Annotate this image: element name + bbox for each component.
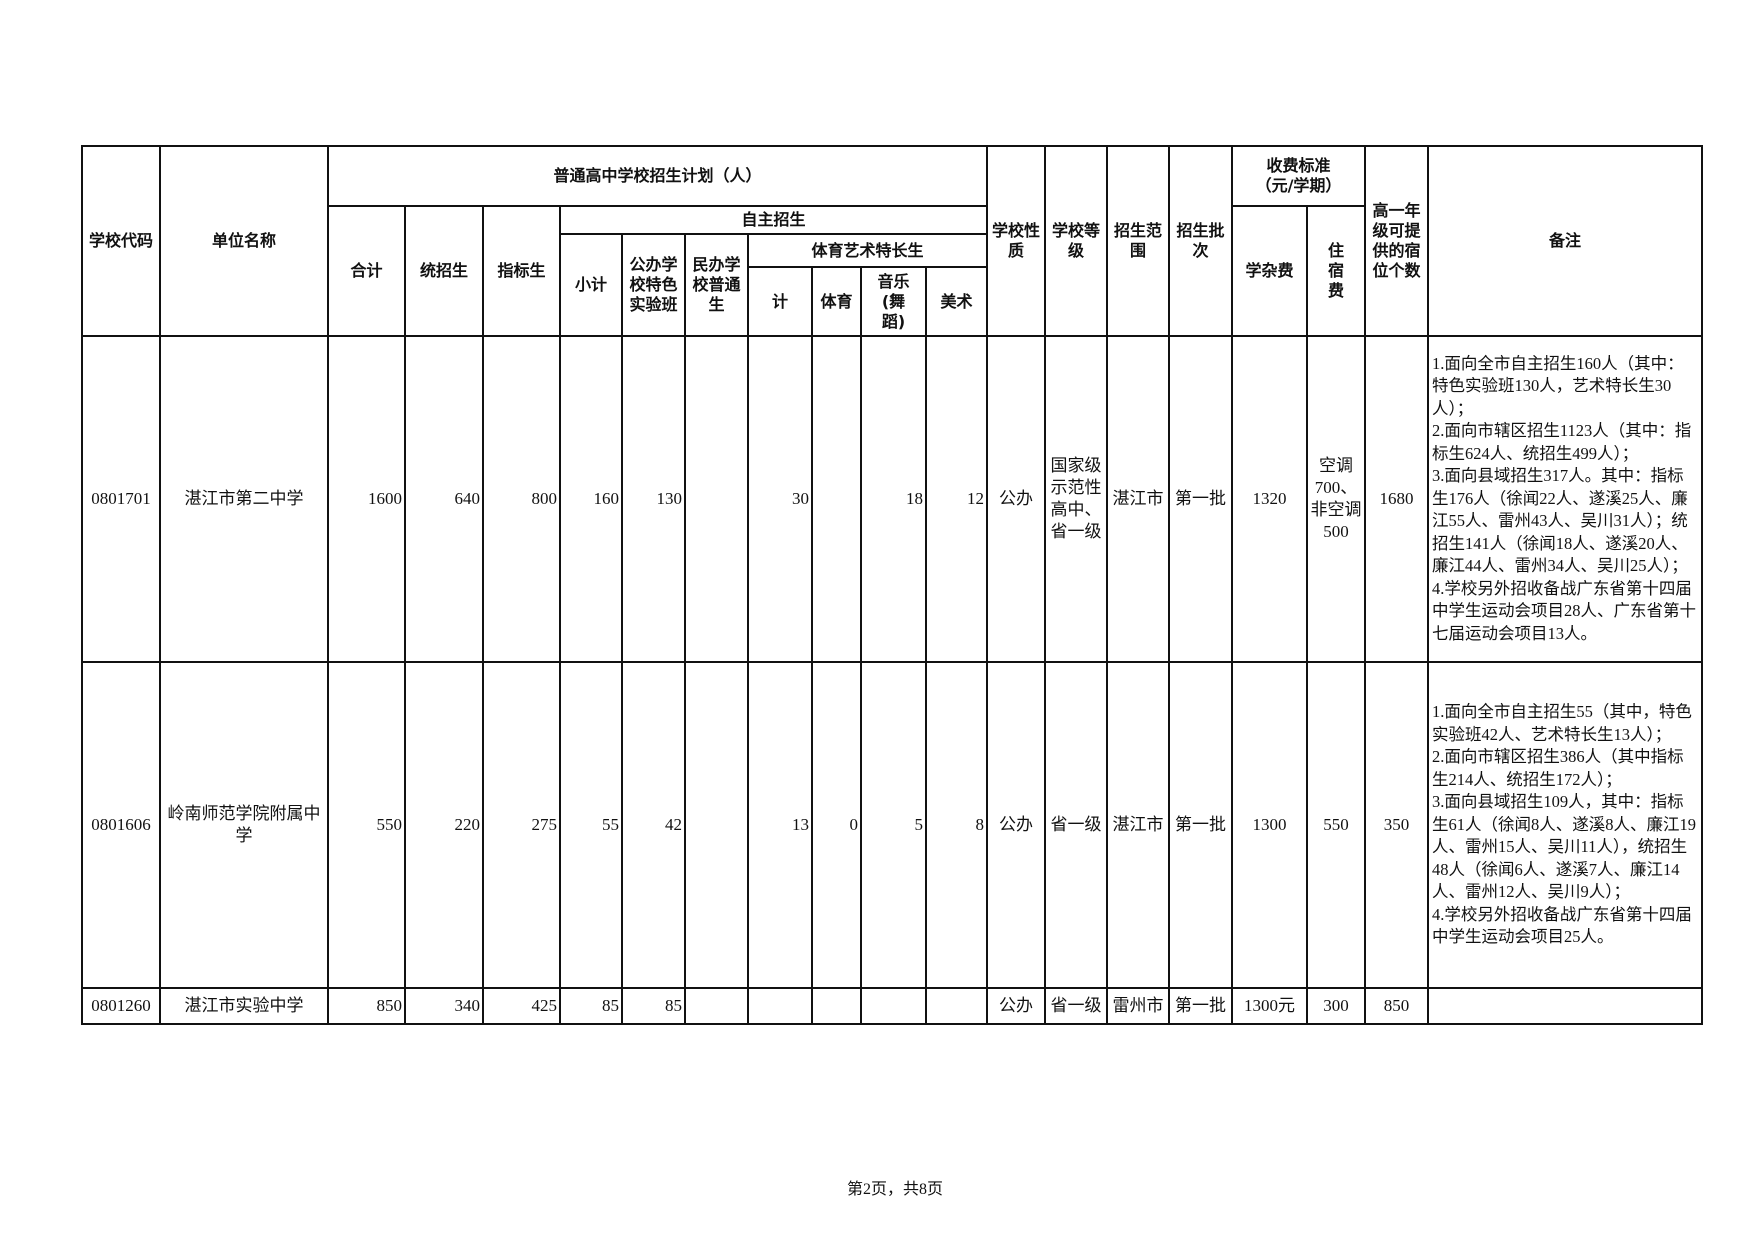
cell-sports xyxy=(811,987,862,1025)
cell-level: 省一级 xyxy=(1044,661,1108,989)
cell-music: 5 xyxy=(860,661,927,989)
cell-sports xyxy=(811,335,862,663)
cell-code: 0801260 xyxy=(81,987,161,1025)
cell-scope: 湛江市 xyxy=(1106,335,1170,663)
cell-art: 8 xyxy=(925,661,988,989)
cell-public-special: 42 xyxy=(621,661,686,989)
header-lodging: 住宿费 xyxy=(1306,205,1366,337)
cell-level: 国家级示范性高中、省一级 xyxy=(1044,335,1108,663)
cell-quota: 425 xyxy=(482,987,561,1025)
cell-as-total xyxy=(747,987,813,1025)
header-public-special: 公办学校特色实验班 xyxy=(621,233,686,337)
cell-total: 550 xyxy=(327,661,406,989)
header-beds: 高一年级可提供的宿位个数 xyxy=(1364,145,1429,337)
header-total: 合计 xyxy=(327,205,406,337)
header-self-group: 自主招生 xyxy=(559,205,988,235)
cell-total: 850 xyxy=(327,987,406,1025)
cell-scope: 湛江市 xyxy=(1106,661,1170,989)
header-quota: 指标生 xyxy=(482,205,561,337)
header-remarks: 备注 xyxy=(1427,145,1703,337)
cell-sports: 0 xyxy=(811,661,862,989)
cell-as-total: 13 xyxy=(747,661,813,989)
header-music: 音乐(舞蹈) xyxy=(860,266,927,337)
enrollment-plan-table: 学校代码 单位名称 普通高中学校招生计划（人） 学校性质 学校等级 招生范围 招… xyxy=(81,145,1703,1025)
cell-batch: 第一批 xyxy=(1168,987,1233,1025)
cell-total: 1600 xyxy=(327,335,406,663)
header-level: 学校等级 xyxy=(1044,145,1108,337)
cell-music xyxy=(860,987,927,1025)
cell-music: 18 xyxy=(860,335,927,663)
cell-private-regular xyxy=(684,661,749,989)
cell-unified: 640 xyxy=(404,335,484,663)
table-row: 0801606 岭南师范学院附属中学 550 220 275 55 42 13 0 5 8 公办 省一级… xyxy=(81,661,1703,989)
table-row: 0801701 湛江市第二中学 1600 640 800 160 130 30 18 12 公办 国家… xyxy=(81,335,1703,663)
cell-level: 省一级 xyxy=(1044,987,1108,1025)
header-school-code: 学校代码 xyxy=(81,145,161,337)
cell-private-regular xyxy=(684,335,749,663)
cell-scope: 雷州市 xyxy=(1106,987,1170,1025)
cell-nature: 公办 xyxy=(986,335,1046,663)
cell-remarks: 1.面向全市自主招生55（其中，特色实验班42人、艺术特长生13人）； 2.面向… xyxy=(1427,661,1703,989)
cell-as-total: 30 xyxy=(747,335,813,663)
header-nature: 学校性质 xyxy=(986,145,1046,337)
cell-art: 12 xyxy=(925,335,988,663)
cell-name: 岭南师范学院附属中学 xyxy=(159,661,329,989)
cell-beds: 850 xyxy=(1364,987,1429,1025)
header-fee-group: 收费标准（元/学期） xyxy=(1231,145,1366,207)
header-scope: 招生范围 xyxy=(1106,145,1170,337)
cell-beds: 1680 xyxy=(1364,335,1429,663)
cell-batch: 第一批 xyxy=(1168,335,1233,663)
header-plan-group: 普通高中学校招生计划（人） xyxy=(327,145,988,207)
header-tuition: 学杂费 xyxy=(1231,205,1308,337)
header-sports: 体育 xyxy=(811,266,862,337)
cell-art xyxy=(925,987,988,1025)
cell-code: 0801606 xyxy=(81,661,161,989)
cell-quota: 275 xyxy=(482,661,561,989)
cell-quota: 800 xyxy=(482,335,561,663)
cell-unified: 340 xyxy=(404,987,484,1025)
header-as-total: 计 xyxy=(747,266,813,337)
cell-remarks xyxy=(1427,987,1703,1025)
header-art: 美术 xyxy=(925,266,988,337)
cell-nature: 公办 xyxy=(986,987,1046,1025)
cell-public-special: 130 xyxy=(621,335,686,663)
header-private-regular: 民办学校普通生 xyxy=(684,233,749,337)
cell-tuition: 1320 xyxy=(1231,335,1308,663)
cell-subtotal: 55 xyxy=(559,661,623,989)
cell-private-regular xyxy=(684,987,749,1025)
cell-beds: 350 xyxy=(1364,661,1429,989)
header-unified: 统招生 xyxy=(404,205,484,337)
cell-unified: 220 xyxy=(404,661,484,989)
cell-batch: 第一批 xyxy=(1168,661,1233,989)
header-batch: 招生批次 xyxy=(1168,145,1233,337)
header-arts-sports-group: 体育艺术特长生 xyxy=(747,233,988,268)
cell-remarks: 1.面向全市自主招生160人（其中：特色实验班130人，艺术特长生30人）； 2… xyxy=(1427,335,1703,663)
cell-code: 0801701 xyxy=(81,335,161,663)
table-row: 0801260 湛江市实验中学 850 340 425 85 85 公办 省一级 雷州市 第一批 13… xyxy=(81,987,1703,1025)
cell-public-special: 85 xyxy=(621,987,686,1025)
cell-subtotal: 160 xyxy=(559,335,623,663)
cell-name: 湛江市第二中学 xyxy=(159,335,329,663)
cell-lodging: 空调700、非空调500 xyxy=(1306,335,1366,663)
cell-tuition: 1300元 xyxy=(1231,987,1308,1025)
cell-lodging: 550 xyxy=(1306,661,1366,989)
header-unit-name: 单位名称 xyxy=(159,145,329,337)
header-subtotal: 小计 xyxy=(559,233,623,337)
cell-lodging: 300 xyxy=(1306,987,1366,1025)
cell-name: 湛江市实验中学 xyxy=(159,987,329,1025)
cell-subtotal: 85 xyxy=(559,987,623,1025)
page-footer: 第2页，共8页 xyxy=(846,1181,943,1198)
cell-nature: 公办 xyxy=(986,661,1046,989)
cell-tuition: 1300 xyxy=(1231,661,1308,989)
